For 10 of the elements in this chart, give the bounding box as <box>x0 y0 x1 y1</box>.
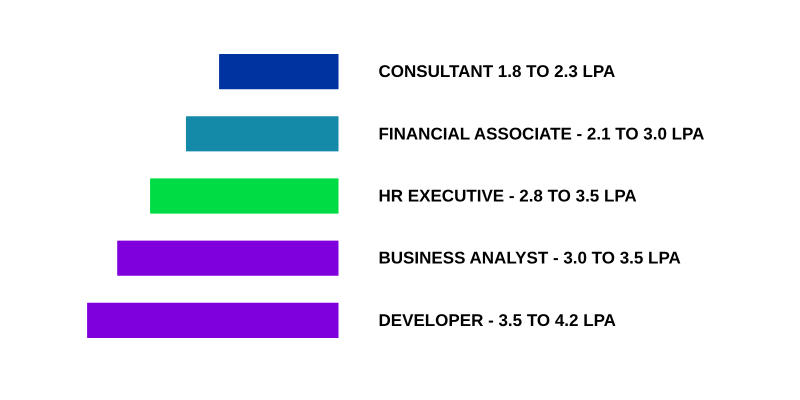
bar <box>150 178 338 214</box>
y-tick-label: HR EXECUTIVE - 2.8 TO 3.5 LPA <box>378 186 637 206</box>
bar <box>186 116 338 152</box>
y-tick-label: FINANCIAL ASSOCIATE - 2.1 TO 3.0 LPA <box>378 124 704 144</box>
y-tick-label: BUSINESS ANALYST - 3.0 TO 3.5 LPA <box>378 248 681 268</box>
bar <box>219 54 338 90</box>
y-tick-label: CONSULTANT 1.8 TO 2.3 LPA <box>378 62 616 82</box>
bar <box>117 240 338 276</box>
y-tick-label: DEVELOPER - 3.5 TO 4.2 LPA <box>378 310 616 330</box>
bar <box>87 302 338 338</box>
